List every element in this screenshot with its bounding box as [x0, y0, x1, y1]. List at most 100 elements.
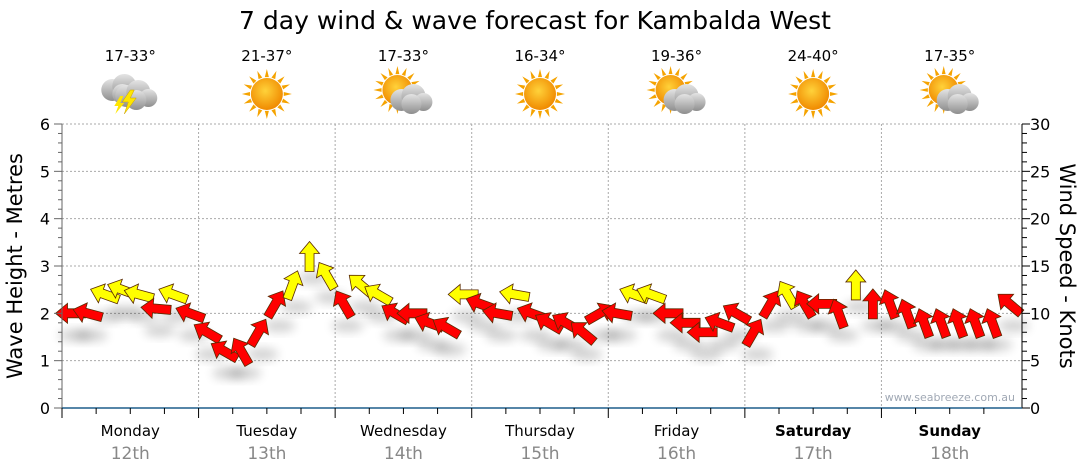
day-label: Saturday: [775, 422, 852, 440]
temperature-label: 19-36°: [651, 47, 702, 65]
sun-ray: [544, 70, 550, 80]
date-label: 13th: [247, 444, 286, 464]
wind-arrow: [669, 311, 701, 334]
wind-arrow: [481, 302, 514, 324]
arrow-shadow: [843, 300, 876, 313]
sun-ray: [827, 98, 837, 104]
arrow-shadow: [143, 324, 176, 337]
lightning-bolt: [121, 89, 137, 115]
sun-ray: [811, 110, 816, 119]
arrow-shadow: [519, 329, 552, 342]
arrow-shadow: [707, 338, 740, 351]
wind-arrow: [364, 283, 394, 307]
sun-ray: [668, 66, 673, 75]
sun-ray: [277, 104, 285, 112]
day-label: Friday: [654, 422, 700, 440]
sun-ray: [257, 70, 263, 80]
sun-ray: [648, 94, 657, 100]
sun-ray: [921, 94, 930, 100]
sun-ray: [241, 91, 250, 97]
sun-ray: [373, 88, 382, 92]
arrow-shadow: [485, 329, 518, 342]
arrow-shadow: [263, 319, 296, 332]
sun-ray: [522, 76, 530, 84]
wind-arrow: [913, 308, 934, 339]
sun-ray: [803, 108, 809, 118]
sun-ray: [921, 80, 930, 86]
wind-arrow: [964, 308, 986, 339]
wind-arrow: [140, 297, 172, 320]
sun-icon: [788, 69, 839, 119]
wind-arrow: [263, 290, 287, 320]
left-tick-label: 2: [40, 304, 50, 323]
day-label: Tuesday: [235, 422, 297, 440]
left-axis-title: Wave Height - Metres: [3, 153, 27, 379]
arrow-shadow: [331, 319, 364, 332]
arrow-shadow: [690, 348, 723, 361]
right-tick-label: 20: [1030, 210, 1050, 229]
sun-ray: [646, 88, 655, 92]
wind-arrow: [895, 298, 917, 330]
sun-ray: [941, 66, 946, 75]
sun-ray: [264, 110, 269, 119]
wind-arrow: [210, 340, 240, 364]
sun-ray: [680, 73, 688, 81]
arrow-shadow: [758, 319, 791, 332]
sun-ray: [401, 67, 407, 77]
arrow-shadow: [741, 348, 774, 361]
sun-ray: [550, 76, 558, 84]
wind-arrow: [432, 316, 462, 340]
arrow-shadow: [656, 329, 689, 342]
wind-arrow: [570, 322, 598, 346]
storm-cloud-icon: [101, 74, 158, 115]
sun-ray: [823, 76, 831, 84]
sun-ray: [516, 98, 526, 104]
sun-ray: [661, 67, 667, 77]
date-label: 17th: [794, 444, 833, 464]
sun-ray: [530, 108, 536, 118]
wind-arrow: [758, 290, 782, 320]
sun-ray: [790, 84, 799, 90]
sun-ray: [817, 108, 823, 118]
wind-arrows: [54, 240, 1025, 367]
sun-ray: [407, 73, 415, 81]
right-tick-label: 25: [1030, 162, 1050, 181]
sun-ray: [823, 104, 831, 112]
sun-icon: [515, 69, 565, 119]
date-label: 15th: [520, 444, 559, 464]
wind-arrow: [89, 283, 121, 305]
date-label: 14th: [384, 444, 423, 464]
sun-ray: [537, 110, 543, 119]
wind-arrow: [741, 318, 765, 349]
date-label: 18th: [930, 444, 969, 464]
wind-arrow: [997, 293, 1025, 318]
sun-ray: [803, 70, 809, 80]
wind-arrow: [704, 311, 736, 333]
sun-ray: [934, 67, 940, 77]
sun-ray: [283, 91, 292, 97]
date-label: 16th: [657, 444, 696, 464]
sun-ray: [953, 73, 961, 81]
right-tick-label: 15: [1030, 257, 1050, 276]
sun-ray: [934, 103, 940, 113]
sun-ray: [380, 73, 388, 81]
wind-arrow: [930, 308, 952, 339]
sun-disc: [797, 78, 830, 110]
sun-ray: [926, 73, 934, 81]
arrow-shadow: [451, 310, 484, 323]
sun-ray: [243, 84, 253, 90]
chart-title: 7 day wind & wave forecast for Kambalda …: [239, 6, 831, 35]
wind-arrow: [332, 290, 356, 320]
temperature-label: 17-33°: [378, 47, 429, 65]
sun-ray: [795, 76, 803, 84]
sun-ray: [674, 67, 680, 77]
wind-arrow: [298, 240, 321, 272]
sun-ray: [556, 91, 565, 97]
temperature-label: 16-34°: [514, 47, 565, 65]
partly-cloudy-icon: [646, 66, 706, 114]
sun-icon: [241, 69, 292, 119]
left-tick-label: 3: [40, 257, 50, 276]
wind-arrow: [193, 321, 223, 345]
arrow-shadow: [673, 338, 706, 351]
